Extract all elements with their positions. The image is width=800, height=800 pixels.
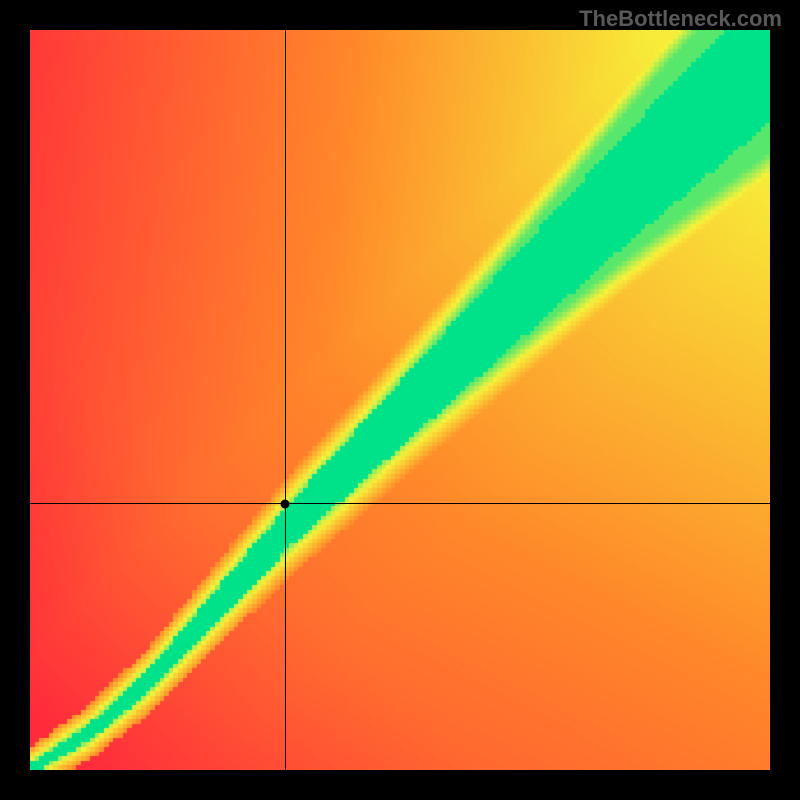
- crosshair-vertical: [285, 30, 286, 770]
- crosshair-horizontal: [30, 503, 770, 504]
- crosshair-marker: [281, 499, 290, 508]
- heatmap-canvas: [30, 30, 770, 770]
- watermark-text: TheBottleneck.com: [579, 6, 782, 32]
- chart-container: TheBottleneck.com: [0, 0, 800, 800]
